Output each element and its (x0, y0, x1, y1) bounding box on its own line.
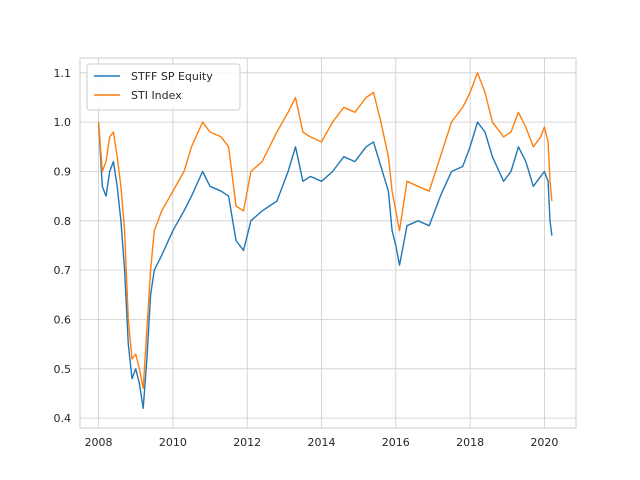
x-tick-label: 2014 (307, 436, 335, 449)
y-tick-label: 0.7 (54, 264, 72, 277)
x-tick-label: 2008 (85, 436, 113, 449)
x-tick-label: 2020 (530, 436, 558, 449)
legend: STFF SP Equity STI Index (86, 63, 241, 111)
series-line-sti-index (97, 72, 553, 390)
tick-labels: 2008 2010 2012 2014 2016 2018 2020 0.4 0.5 0.6 0.7… (54, 67, 559, 449)
legend-label-stff: STFF SP Equity (131, 70, 213, 83)
plot-frame (79, 57, 577, 429)
x-tick-label: 2016 (382, 436, 410, 449)
y-tick-label: 0.6 (54, 313, 72, 326)
x-tick-label: 2012 (233, 436, 261, 449)
y-tick-label: 0.8 (54, 215, 72, 228)
y-tick-label: 0.4 (54, 412, 72, 425)
x-tick-label: 2010 (159, 436, 187, 449)
y-tick-label: 0.5 (54, 363, 72, 376)
y-tick-label: 1.0 (54, 116, 72, 129)
y-tick-label: 1.1 (54, 67, 72, 80)
series-layer (97, 72, 553, 409)
legend-label-sti: STI Index (131, 89, 182, 102)
series-line-stff-sp-equity (97, 121, 553, 409)
legend-box (86, 63, 241, 111)
y-tick-label: 0.9 (54, 165, 72, 178)
x-tick-label: 2018 (456, 436, 484, 449)
grid (80, 58, 576, 428)
